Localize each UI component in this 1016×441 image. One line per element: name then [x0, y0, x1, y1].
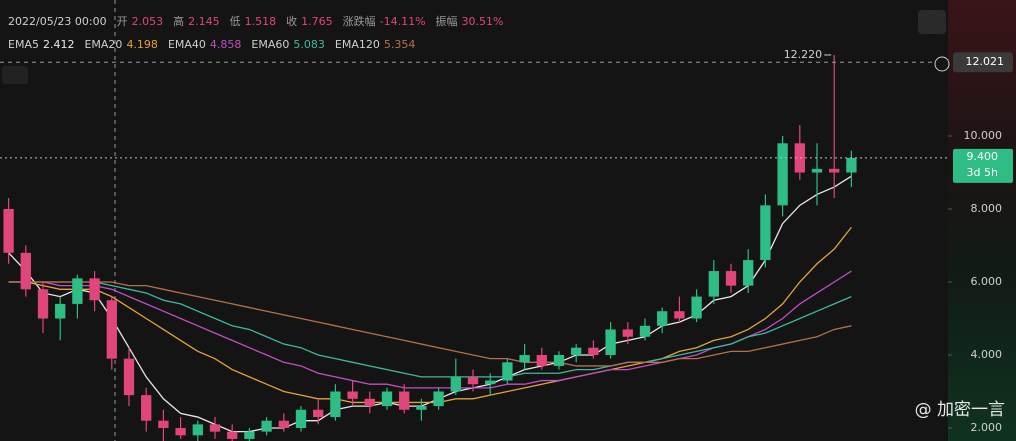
candle-body — [743, 260, 754, 286]
item-label: 振幅 — [435, 15, 458, 28]
price-axis-bg — [948, 0, 1016, 441]
candle-body — [89, 278, 100, 301]
legend-name: EMA120 — [334, 38, 380, 51]
candle-body — [399, 391, 410, 410]
ema-line — [8, 226, 852, 404]
candle-body — [106, 300, 117, 359]
candle-body — [519, 355, 530, 363]
high-label: 12.220 — [784, 48, 823, 61]
ema-legend: EMA5 2.412 EMA20 4.198 EMA40 4.858 EMA60 5.083 E… — [8, 38, 425, 51]
candle-body — [158, 420, 169, 429]
crosshair-icon[interactable] — [934, 56, 950, 72]
toggle-button[interactable] — [918, 10, 946, 34]
ema-line — [8, 270, 852, 389]
candle-body — [674, 311, 685, 319]
ema-line — [8, 281, 852, 378]
candle-body — [467, 376, 479, 385]
candle-body — [794, 143, 805, 173]
legend-value: 5.354 — [383, 38, 416, 51]
legend-value: 4.198 — [126, 38, 158, 51]
candle-body — [175, 428, 186, 436]
item-label: 涨跌幅 — [342, 15, 376, 28]
candle-body — [708, 271, 719, 297]
candle-body — [725, 271, 737, 286]
candle-body — [605, 329, 616, 356]
ema-line — [8, 281, 852, 367]
candle-body — [123, 358, 135, 396]
legend-name: EMA20 — [84, 38, 123, 51]
candle-body — [261, 420, 272, 432]
candle-body — [588, 347, 599, 356]
candle-body — [639, 325, 651, 337]
candle-body — [846, 157, 857, 173]
candle-body — [313, 409, 324, 418]
ohlc-header: 2022/05/23 00:00 开 2.053 高 2.145 低 1.518 收 1.765… — [8, 13, 513, 29]
candle-body — [777, 143, 788, 206]
legend-value: 4.858 — [209, 38, 242, 51]
last-price-box — [953, 148, 1013, 183]
candle-body — [192, 424, 203, 436]
legend-value: 5.083 — [293, 38, 325, 51]
candle-body — [37, 289, 49, 319]
legend-name: EMA60 — [251, 38, 290, 51]
legend-name: EMA5 — [8, 38, 39, 51]
candle-body — [20, 252, 31, 290]
candle-body — [227, 431, 238, 439]
item-label: 高 — [173, 15, 185, 28]
candle-body — [364, 398, 375, 407]
countdown-label: 3d 5h — [967, 166, 998, 179]
candle-body — [244, 431, 255, 439]
y-tick-label: 6.000 — [971, 275, 1003, 288]
y-tick-label: 10.000 — [964, 129, 1003, 142]
candle-body — [811, 168, 823, 173]
item-value: 2.053 — [131, 15, 164, 28]
item-label: 开 — [116, 15, 128, 28]
date: 2022/05/23 00:00 — [8, 15, 107, 28]
last-price-label: 9.400 — [967, 150, 999, 163]
candle-body — [55, 303, 66, 319]
candle-body — [829, 168, 840, 173]
candle-body — [571, 347, 582, 356]
item-value: 1.765 — [301, 15, 333, 28]
candle-body — [657, 311, 668, 326]
candle-body — [433, 391, 444, 407]
y-tick-label: 2.000 — [971, 421, 1003, 434]
candle-body — [209, 424, 221, 432]
candle-body — [553, 355, 565, 366]
candle-body — [141, 395, 152, 421]
candle-body — [485, 380, 496, 385]
item-value: 2.145 — [188, 15, 220, 28]
candle-body — [330, 391, 341, 418]
y-tick-label: 8.000 — [971, 202, 1003, 215]
crosshair-price-label: 12.021 — [966, 55, 1005, 68]
candle-body — [278, 420, 289, 429]
candle-body — [347, 391, 358, 399]
candle-body — [622, 329, 633, 337]
legend-name: EMA40 — [167, 38, 206, 51]
candle-body — [416, 406, 427, 410]
candle-body — [381, 391, 393, 407]
ema-line — [8, 175, 852, 433]
candle-body — [450, 376, 461, 392]
item-value: 30.51% — [461, 15, 504, 28]
candle-body — [536, 355, 547, 366]
collapse-button[interactable] — [2, 66, 28, 84]
crosshair-price-box — [953, 52, 1013, 73]
candle-body — [760, 205, 771, 261]
watermark: @ 加密一言 — [915, 400, 1005, 420]
candle-body — [691, 296, 702, 319]
candle-body — [3, 209, 14, 253]
candle-body — [502, 362, 513, 381]
item-label: 低 — [229, 15, 241, 28]
y-tick-label: 4.000 — [971, 348, 1003, 361]
candle-body — [295, 409, 307, 429]
item-value: 1.518 — [244, 15, 277, 28]
legend-value: 2.412 — [42, 38, 75, 51]
item-value: -14.11% — [379, 15, 426, 28]
item-label: 收 — [286, 15, 298, 28]
candle-body — [72, 278, 83, 304]
